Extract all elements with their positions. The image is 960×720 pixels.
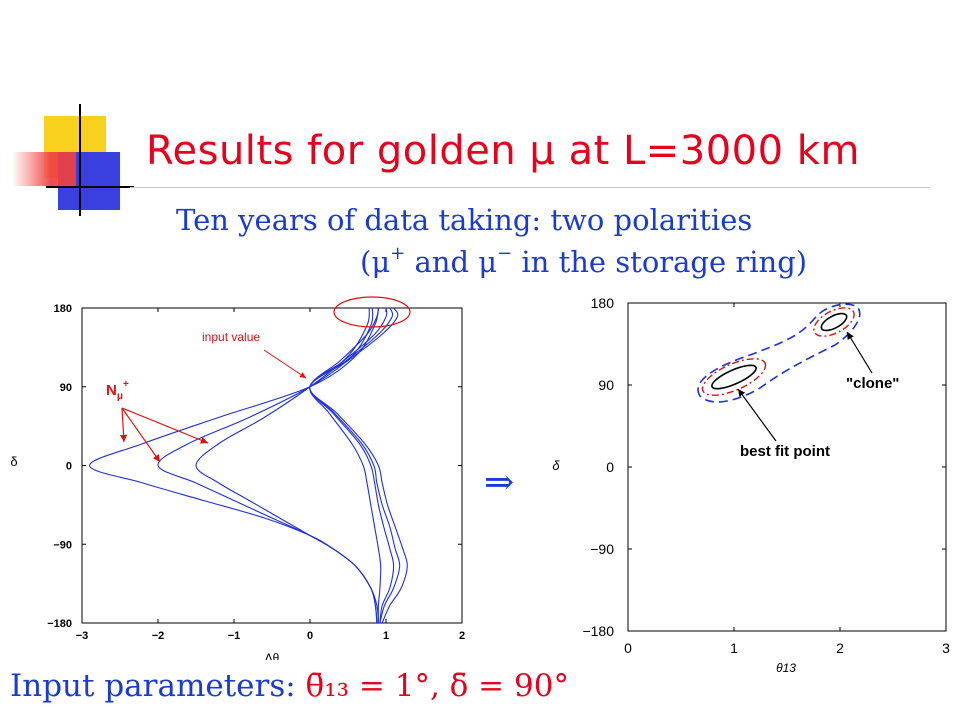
left-ytick-label: 180 — [54, 303, 72, 315]
left-ylabel: δ — [10, 454, 17, 469]
right-ylabel: δ — [552, 458, 560, 473]
clone-label: "clone" — [846, 375, 899, 392]
best-fit-arrow — [737, 388, 777, 442]
left-xtick-label: −2 — [152, 630, 165, 642]
contour-black-clone — [820, 312, 848, 332]
left-ytick-label: −90 — [53, 539, 72, 551]
right-xtick-label: 3 — [942, 640, 950, 656]
input-parameters-line: Input parameters: θ̄₁₃ = 1°, δ̄ = 90° — [10, 668, 569, 704]
n-mu-arrow-3 — [121, 407, 209, 444]
right-plot-frame — [627, 302, 947, 632]
right-ytick-label: 90 — [598, 377, 614, 393]
left-curve-3 — [195, 307, 378, 624]
subtitle-line-1: Ten years of data taking: two polarities — [176, 203, 753, 237]
input-value-arrow — [263, 349, 307, 379]
subtitle-sup-minus: − — [497, 243, 513, 264]
left-xlabel: Δθ — [265, 651, 280, 660]
clone-arrow — [846, 331, 873, 374]
n-mu-sup: + — [123, 379, 129, 390]
implies-arrow-icon: ⇒ — [484, 462, 515, 503]
input-parameters-label: Input parameters: — [10, 668, 306, 704]
subtitle-open: (μ — [360, 245, 391, 279]
left-xtick-label: −1 — [228, 630, 241, 642]
contour-black-best-fit — [711, 364, 757, 390]
n-mu-label: Nμ+ — [106, 379, 129, 402]
right-chart: 0 1 2 3 180 90 0 −90 −180 δ θ13 "clone" best fit… — [552, 295, 950, 675]
best-fit-label: best fit point — [740, 443, 830, 460]
right-ytick-label: −180 — [582, 623, 614, 639]
left-curve-5 — [309, 307, 395, 624]
right-ytick-label: 0 — [606, 459, 614, 475]
subtitle-close: in the storage ring) — [512, 245, 808, 279]
left-ytick-label: −180 — [47, 618, 72, 630]
right-xtick-label: 0 — [624, 640, 632, 656]
left-ytick-label: 0 — [66, 461, 72, 473]
left-ytick-label: 90 — [60, 382, 72, 394]
left-curve-6 — [309, 307, 408, 624]
right-xtick-label: 2 — [836, 640, 844, 656]
left-xtick-label: 1 — [383, 630, 389, 642]
right-xlabel: θ13 — [776, 661, 796, 675]
decor-vertical-line — [79, 104, 81, 216]
contour-red-clone — [813, 307, 855, 337]
right-ytick-label: 180 — [591, 295, 615, 311]
left-curve-1 — [89, 307, 379, 624]
n-mu-sub: μ — [117, 391, 123, 402]
left-curve-2 — [157, 307, 378, 624]
endpoint-circle — [333, 296, 411, 328]
left-curve-7 — [309, 307, 401, 624]
input-parameters-equation: θ̄₁₃ = 1°, δ̄ = 90° — [305, 668, 569, 704]
title-divider — [130, 187, 930, 188]
left-xtick-label: 0 — [307, 630, 313, 642]
slide-title: Results for golden μ at L=3000 km — [146, 128, 860, 174]
right-xtick-label: 1 — [730, 640, 738, 656]
n-mu-arrow-1 — [119, 407, 128, 443]
contour-red-best-fit — [701, 358, 767, 396]
n-mu-arrow-2 — [121, 407, 161, 463]
left-xtick-label: 2 — [459, 630, 465, 642]
subtitle-line-2: (μ+ and μ− in the storage ring) — [360, 243, 807, 279]
n-mu-base: N — [106, 382, 117, 399]
contour-blue-dashed — [697, 303, 861, 403]
input-value-label: input value — [202, 330, 260, 344]
decor-horizontal-line — [46, 186, 134, 188]
subtitle-sup-plus: + — [390, 243, 406, 264]
decor-red-bar — [12, 152, 76, 186]
right-ytick-label: −90 — [590, 541, 614, 557]
subtitle-mid: and μ — [405, 245, 498, 279]
left-xtick-label: −3 — [76, 630, 89, 642]
left-curve-4 — [309, 307, 382, 624]
